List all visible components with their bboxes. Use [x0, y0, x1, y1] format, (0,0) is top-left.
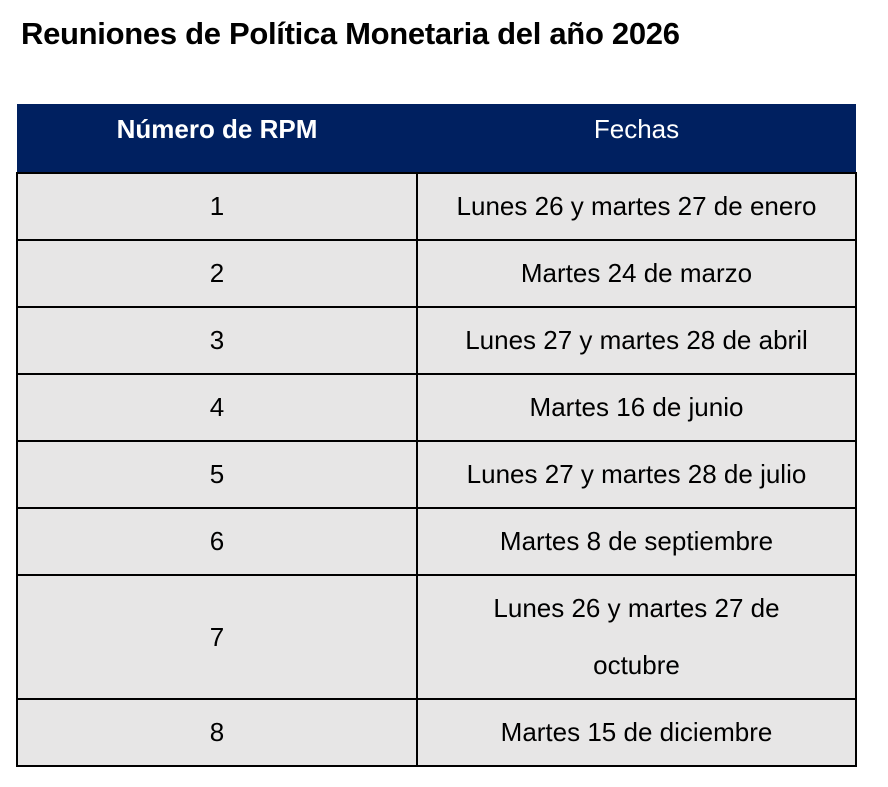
rpm-number-cell: 1 [16, 172, 418, 241]
document-page: Reuniones de Política Monetaria del año … [0, 15, 888, 767]
rpm-number-cell: 5 [16, 440, 418, 509]
rpm-date-cell: Martes 15 de diciembre [416, 698, 857, 767]
column-header-fechas: Fechas [417, 104, 856, 173]
rpm-date-cell: Lunes 27 y martes 28 de abril [416, 306, 857, 375]
page-title: Reuniones de Política Monetaria del año … [21, 16, 680, 51]
rpm-date-cell: Lunes 26 y martes 27 de enero [416, 172, 857, 241]
rpm-date-cell: Lunes 26 y martes 27 de octubre [416, 574, 857, 700]
rpm-number-cell: 8 [16, 698, 418, 767]
rpm-number-cell: 6 [16, 507, 418, 576]
table-row: 7 Lunes 26 y martes 27 de octubre [16, 574, 857, 700]
table-row: 1 Lunes 26 y martes 27 de enero [16, 172, 857, 241]
table-row: 4 Martes 16 de junio [16, 373, 857, 442]
rpm-number-cell: 7 [16, 574, 418, 700]
table-row: 3 Lunes 27 y martes 28 de abril [16, 306, 857, 375]
column-header-numero-rpm: Número de RPM [17, 104, 417, 173]
rpm-number-cell: 3 [16, 306, 418, 375]
table-row: 5 Lunes 27 y martes 28 de julio [16, 440, 857, 509]
table-row: 2 Martes 24 de marzo [16, 239, 857, 308]
rpm-date-cell: Lunes 27 y martes 28 de julio [416, 440, 857, 509]
table-row: 6 Martes 8 de septiembre [16, 507, 857, 576]
table-header-row: Número de RPM Fechas [17, 104, 856, 173]
rpm-number-cell: 4 [16, 373, 418, 442]
rpm-number-cell: 2 [16, 239, 418, 308]
rpm-date-cell: Martes 16 de junio [416, 373, 857, 442]
rpm-date-cell: Martes 24 de marzo [416, 239, 857, 308]
table-row: 8 Martes 15 de diciembre [16, 698, 857, 767]
rpm-schedule-table: Número de RPM Fechas 1 Lunes 26 y martes… [16, 104, 857, 767]
rpm-date-cell: Martes 8 de septiembre [416, 507, 857, 576]
